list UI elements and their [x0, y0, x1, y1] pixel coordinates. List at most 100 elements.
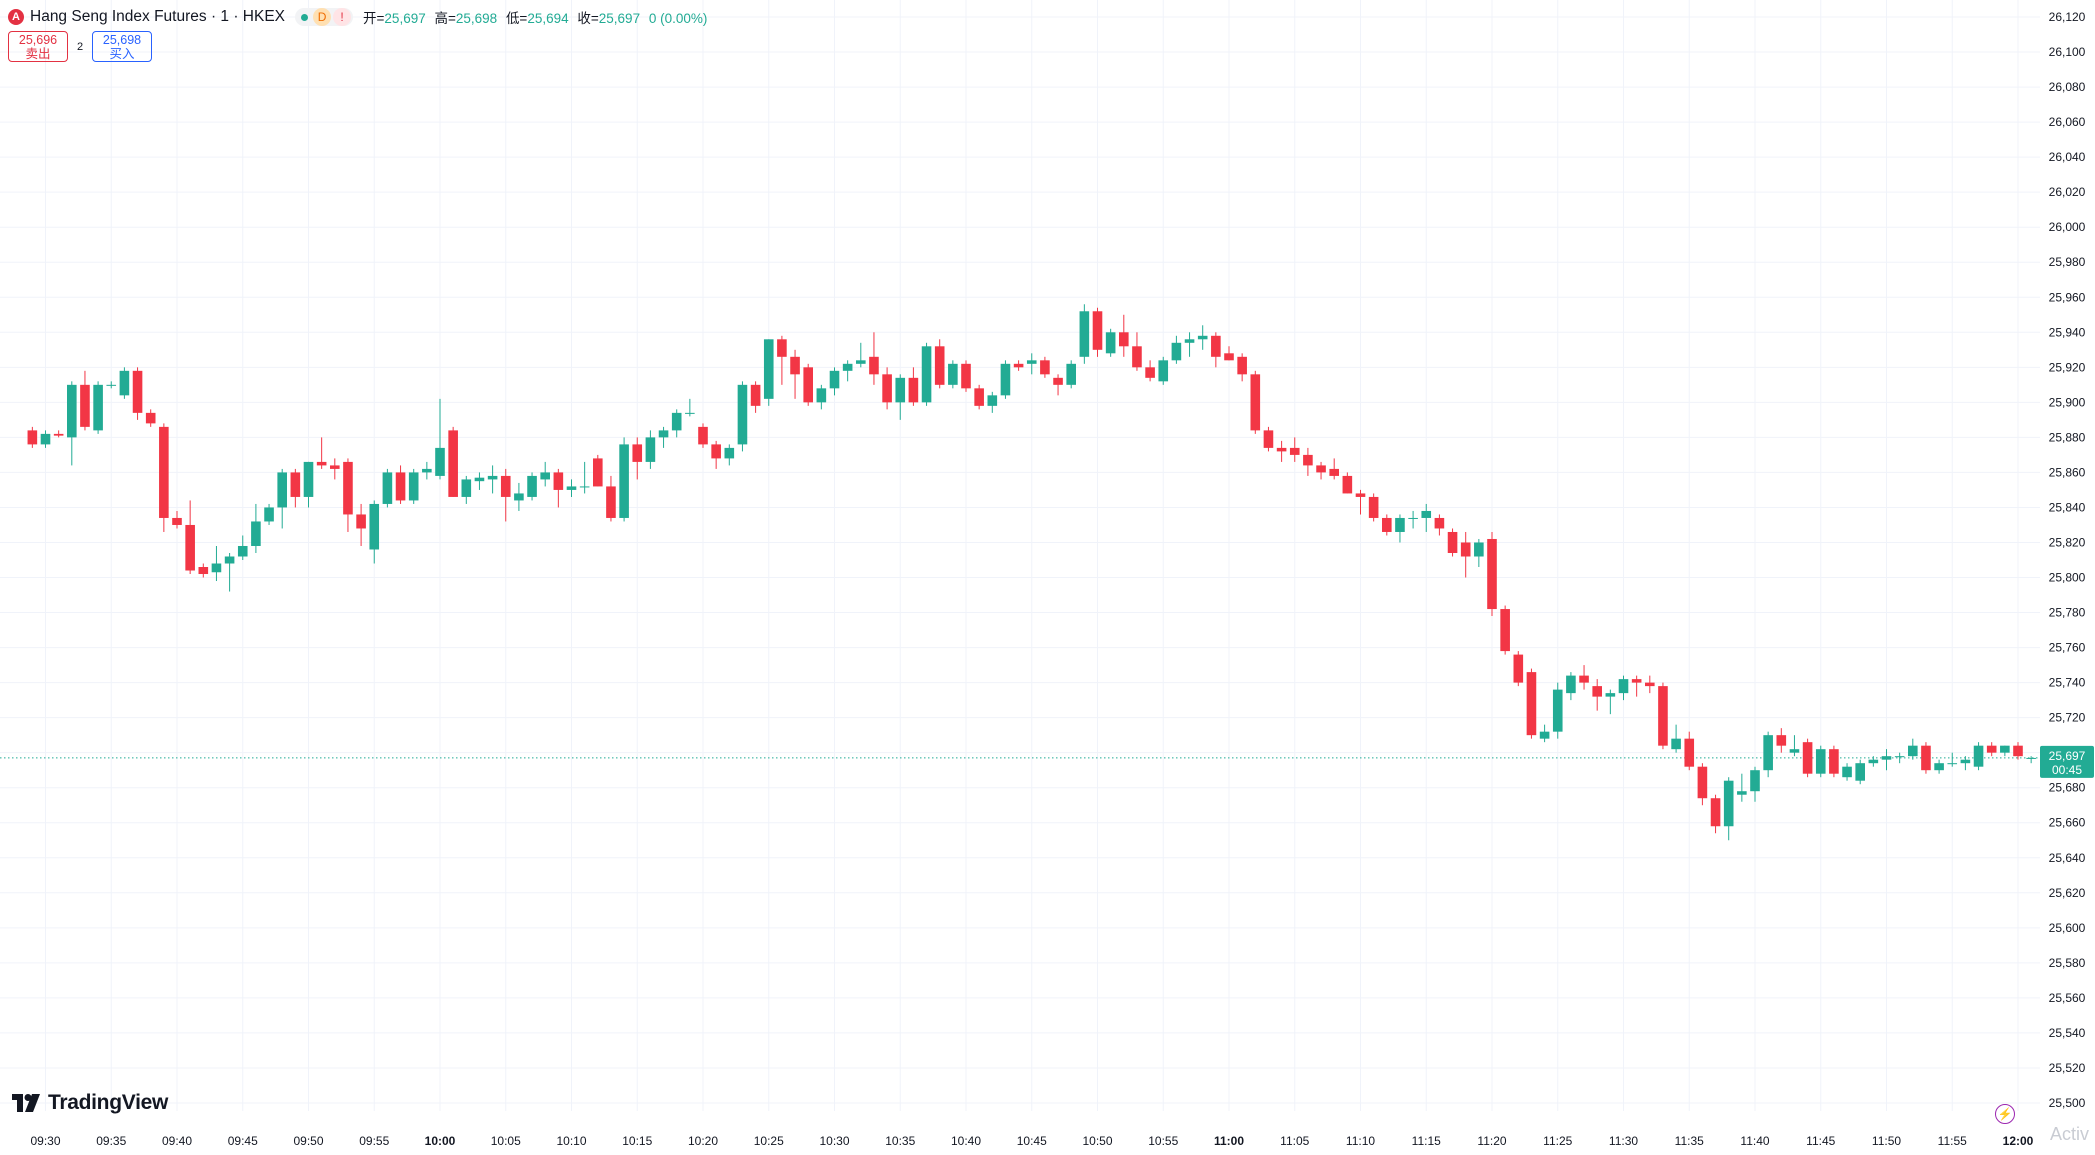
candle-body — [1645, 682, 1655, 687]
candle-body — [1618, 679, 1629, 694]
lightning-icon[interactable]: ⚡ — [1995, 1104, 2015, 1124]
candle-body — [856, 360, 866, 364]
candle-body — [1697, 766, 1708, 799]
candle — [895, 374, 906, 420]
time-tick-label: 10:45 — [1017, 1134, 1047, 1148]
candle — [1973, 742, 1984, 771]
candle — [1066, 360, 1076, 389]
price-tick-label: 25,520 — [2049, 1061, 2086, 1075]
candle-body — [948, 363, 958, 385]
candle-body — [1237, 356, 1247, 375]
candle-body — [211, 563, 222, 573]
candle — [540, 461, 550, 487]
candle — [1303, 447, 1313, 476]
low-value: 25,694 — [527, 11, 569, 26]
candle-body — [619, 444, 629, 518]
candle — [1513, 651, 1524, 687]
candle-body — [461, 479, 472, 497]
candle-body — [185, 524, 195, 571]
candle-body — [895, 377, 906, 403]
candle-body — [777, 339, 787, 357]
symbol-title[interactable]: Hang Seng Index Futures · 1 · HKEX — [30, 8, 286, 25]
candle-body — [1671, 738, 1681, 750]
candle — [606, 475, 616, 522]
candle — [1763, 731, 1773, 778]
candle-body — [1382, 517, 1392, 532]
candle — [1382, 514, 1392, 536]
candle — [1526, 668, 1537, 739]
candle — [1697, 763, 1708, 806]
candle — [303, 461, 314, 508]
sell-button[interactable]: 25,696 卖出 — [8, 31, 68, 62]
price-tick-label: 25,920 — [2049, 360, 2086, 374]
candle-body — [448, 430, 458, 497]
candle — [790, 349, 800, 399]
high-label: 高= — [434, 11, 456, 26]
candle-body — [1658, 686, 1668, 746]
tradingview-logo-icon — [12, 1094, 40, 1112]
candles-area — [27, 304, 2036, 841]
market-status[interactable]: D ! — [295, 8, 354, 26]
candle — [1171, 335, 1182, 364]
candle — [1723, 777, 1734, 841]
candle — [264, 503, 274, 525]
candle-body — [1829, 749, 1839, 774]
candle-body — [1973, 745, 1984, 767]
candle — [369, 500, 380, 564]
activate-watermark: Activ — [2050, 1124, 2090, 1144]
candle — [1474, 538, 1484, 568]
candle-body — [1750, 770, 1760, 792]
candle — [1829, 745, 1839, 778]
candle-body — [1250, 374, 1261, 431]
candle — [185, 500, 195, 575]
candle — [382, 468, 393, 508]
candle-body — [1934, 763, 1944, 771]
candle-body — [119, 370, 130, 396]
time-tick-label: 10:35 — [885, 1134, 915, 1148]
candle-body — [1842, 766, 1852, 778]
buy-button[interactable]: 25,698 买入 — [92, 31, 152, 62]
candle — [395, 465, 406, 504]
candle-body — [1276, 447, 1287, 452]
candle-body — [356, 514, 366, 529]
candle — [1092, 307, 1103, 357]
delayed-data-badge[interactable]: D — [313, 8, 332, 26]
price-tick-label: 26,080 — [2049, 80, 2086, 94]
candle-body — [553, 472, 564, 490]
candle-body — [1500, 609, 1510, 652]
candle-body — [1631, 679, 1642, 683]
candle-body — [93, 384, 103, 431]
candle — [1119, 314, 1129, 357]
high-value: 25,698 — [455, 11, 498, 26]
time-tick-label: 11:20 — [1477, 1134, 1506, 1148]
candle-body — [1119, 332, 1129, 347]
candle-body — [658, 430, 669, 438]
sell-price: 25,696 — [18, 32, 58, 47]
candle — [632, 437, 643, 480]
candle — [237, 535, 248, 560]
candle-body — [1263, 430, 1274, 448]
candle — [53, 430, 64, 438]
tradingview-logo-text: TradingView — [48, 1091, 169, 1114]
candle — [737, 381, 748, 452]
warning-icon[interactable]: ! — [333, 8, 352, 26]
time-tick-label: 10:25 — [754, 1134, 784, 1148]
candle — [1329, 458, 1339, 480]
close-value: 25,697 — [598, 11, 641, 26]
candle — [1947, 752, 1958, 767]
candle — [1868, 756, 1879, 767]
candle — [1040, 356, 1050, 378]
tradingview-logo[interactable]: TradingView — [12, 1091, 168, 1115]
candle — [1802, 738, 1813, 778]
price-tick-label: 25,680 — [2049, 781, 2086, 795]
time-tick-label: 10:50 — [1082, 1134, 1112, 1148]
candle — [2026, 756, 2036, 764]
candle — [1197, 325, 1208, 350]
symbol-logo-icon[interactable]: A — [8, 9, 24, 25]
price-tick-label: 25,940 — [2049, 325, 2086, 339]
candle-body — [1079, 311, 1090, 357]
candle-body — [1763, 735, 1773, 771]
candle-body — [1171, 342, 1182, 361]
candle-body — [145, 412, 156, 424]
